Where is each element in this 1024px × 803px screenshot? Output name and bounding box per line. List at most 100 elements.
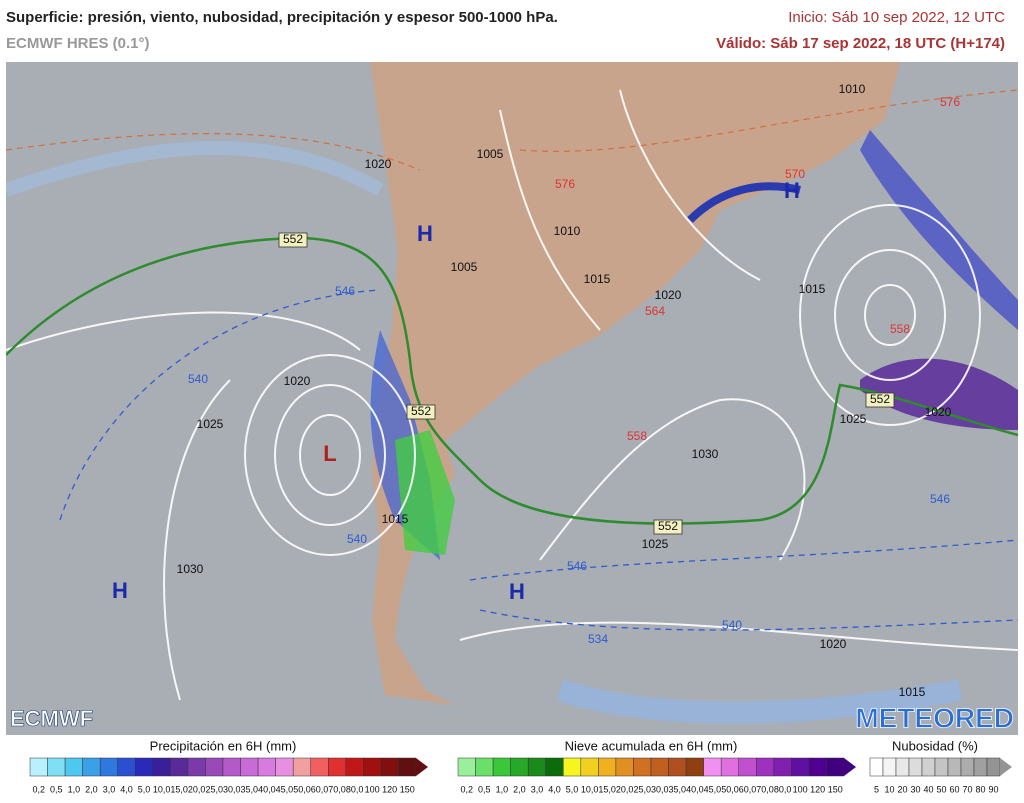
contour-label: 534 (588, 632, 608, 646)
model: ECMWF HRES (0.1°) (6, 35, 150, 52)
contour-label: 558 (627, 429, 647, 443)
legend-tick: 50,0 (721, 784, 739, 794)
contour-label: 552 (870, 392, 890, 406)
arrow (1000, 758, 1012, 776)
pressure-center: H (784, 178, 800, 203)
legend-title: Nieve acumulada en 6H (mm) (565, 738, 738, 753)
contour-label: 552 (411, 404, 431, 418)
swatch (598, 757, 617, 777)
label-box (406, 404, 436, 420)
contour-label: 1030 (692, 447, 719, 461)
swatch (170, 757, 189, 777)
contour-label: 576 (555, 177, 575, 191)
swatch (650, 757, 669, 777)
swatch (240, 757, 259, 777)
legend-tick: 30,0 (651, 784, 669, 794)
swatch (921, 757, 936, 777)
legend-tick: 70,0 (328, 784, 346, 794)
legend-tick: 45,0 (704, 784, 722, 794)
contour-label: 1025 (840, 412, 867, 426)
legend-tick: 80 (975, 784, 985, 794)
contour-label: 1015 (584, 272, 611, 286)
legend-tick: 40,0 (686, 784, 704, 794)
contour-label: 1025 (197, 417, 224, 431)
legend-tick: 5 (874, 784, 879, 794)
contour-label: 564 (645, 304, 665, 318)
contour-label: 1010 (554, 224, 581, 238)
swatch (808, 757, 827, 777)
legend-tick: 10 (884, 784, 894, 794)
label-box (653, 519, 683, 535)
swatch (475, 757, 494, 777)
swatch (29, 757, 48, 777)
swatch (773, 757, 792, 777)
swatch (222, 757, 241, 777)
legend-tick: 40,0 (258, 784, 276, 794)
contour-label: 1010 (839, 82, 866, 96)
legend-tick: 60,0 (739, 784, 757, 794)
pressure-center: H (509, 579, 525, 604)
swatch (187, 757, 206, 777)
arrow (416, 758, 428, 776)
legend-tick: 20 (897, 784, 907, 794)
logo: METEORED (855, 702, 1014, 733)
swatch (986, 757, 1001, 777)
contour-label: 540 (722, 618, 742, 632)
legend-tick: 30 (910, 784, 920, 794)
swatch (973, 757, 988, 777)
contour-label: 546 (567, 559, 587, 573)
thickness-lines (6, 89, 1018, 171)
isobars (6, 89, 1018, 701)
swatch (492, 757, 511, 777)
legend-tick: 2,0 (513, 784, 526, 794)
swatch (205, 757, 224, 777)
legend-tick: 120 (382, 784, 397, 794)
contour-label: 1020 (284, 374, 311, 388)
legend-tick: 70,0 (756, 784, 774, 794)
swatch (882, 757, 897, 777)
pressure-center: H (112, 578, 128, 603)
swatch (826, 757, 845, 777)
swatch (398, 757, 417, 777)
contour-label: 1020 (655, 288, 682, 302)
legend-tick: 50,0 (293, 784, 311, 794)
legend-tick: 0,2 (33, 784, 46, 794)
swatch (934, 757, 949, 777)
swatch (275, 757, 294, 777)
legend-tick: 10,0 (153, 784, 171, 794)
precip (860, 130, 1018, 330)
contour-label: 576 (940, 95, 960, 109)
valid-time: Válido: Sáb 17 sep 2022, 18 UTC (H+174) (716, 35, 1005, 52)
legend-tick: 5,0 (138, 784, 151, 794)
swatch (82, 757, 101, 777)
swatch (47, 757, 66, 777)
legend-tick: 100 (793, 784, 808, 794)
legend-tick: 30,0 (223, 784, 241, 794)
legend-tick: 1,0 (68, 784, 81, 794)
contour-label: 1020 (365, 157, 392, 171)
logo: ECMWF (10, 706, 93, 731)
legend-tick: 60,0 (311, 784, 329, 794)
contour-label: 546 (930, 492, 950, 506)
swatch (869, 757, 884, 777)
swatch (960, 757, 975, 777)
contour-label: 1015 (799, 282, 826, 296)
swatch (895, 757, 910, 777)
swatch (345, 757, 364, 777)
legend-tick: 120 (810, 784, 825, 794)
label-box (278, 232, 308, 248)
contour-label: 1005 (477, 147, 504, 161)
legend-tick: 40 (923, 784, 933, 794)
legend-tick: 0,2 (461, 784, 474, 794)
swatch (527, 757, 546, 777)
legend-tick: 80,0 (346, 784, 364, 794)
swatch (99, 757, 118, 777)
swatch (545, 757, 564, 777)
pressure-center: L (323, 441, 336, 466)
swatch (328, 757, 347, 777)
legend-tick: 90 (988, 784, 998, 794)
arrow (844, 758, 856, 776)
contour-label: 1020 (820, 637, 847, 651)
title: Superficie: presión, viento, nubosidad, … (6, 9, 558, 26)
